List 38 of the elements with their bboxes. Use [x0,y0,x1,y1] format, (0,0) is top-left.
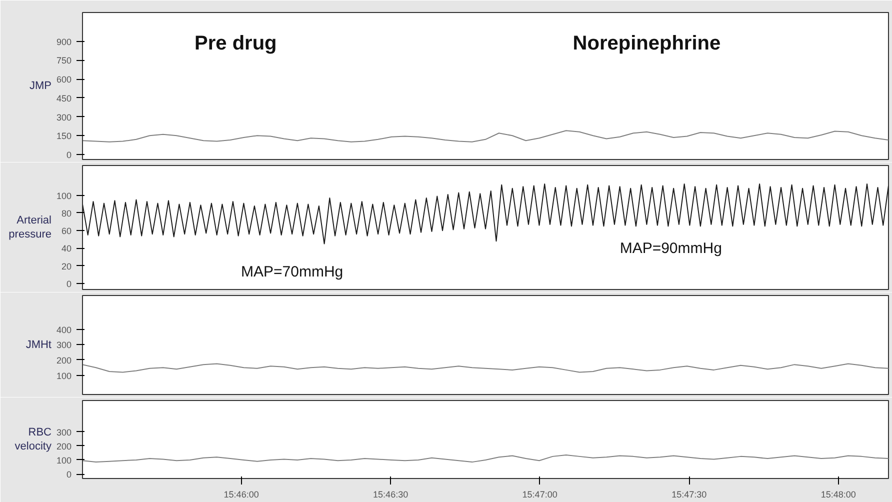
y-tick-label: 0 [66,150,72,160]
annotation: MAP=70mmHg [241,264,344,281]
y-tick-label: 300 [56,427,72,438]
y-tick-label: 300 [56,340,72,350]
y-axis-title: RBC velocity [14,426,52,453]
y-tick-label: 200 [56,441,72,452]
y-tick-label: 0 [66,278,72,289]
y-tick-label: 400 [56,324,72,335]
y-tick-label: 150 [56,131,72,142]
line-series [82,454,888,463]
y-tick-label: 80 [61,208,72,218]
y-tick-label: 100 [56,455,72,466]
annotation: Pre drug [194,32,277,54]
y-tick-label: 200 [56,355,72,366]
line-series [82,363,888,373]
line-series [82,130,888,142]
y-tick-label: 100 [56,370,72,381]
y-tick-label: 600 [56,74,72,85]
line-series [82,183,888,244]
y-tick-label: 900 [56,36,72,47]
y-axis-title: JMHt [26,339,52,351]
y-tick-label: 20 [61,261,72,272]
y-tick-label: 750 [56,56,72,66]
y-tick-label: 0 [66,470,72,480]
x-tick-label: 15:46:30 [373,490,408,500]
x-tick-label: 15:48:00 [820,490,856,500]
y-tick-label: 60 [61,226,72,236]
y-tick-label: 40 [61,244,72,254]
annotation: MAP=90mmHg [620,240,722,258]
x-tick-label: 15:47:00 [522,490,558,500]
x-tick-label: 15:46:00 [224,490,259,500]
y-tick-label: 100 [56,190,72,201]
y-axis-title: Arterial pressure [8,214,52,241]
y-tick-label: 300 [56,112,72,122]
x-tick-label: 15:47:30 [672,490,707,500]
annotation: Norepinephrine [572,32,721,54]
y-axis-title: JMP [29,80,52,92]
y-tick-label: 450 [56,93,72,104]
